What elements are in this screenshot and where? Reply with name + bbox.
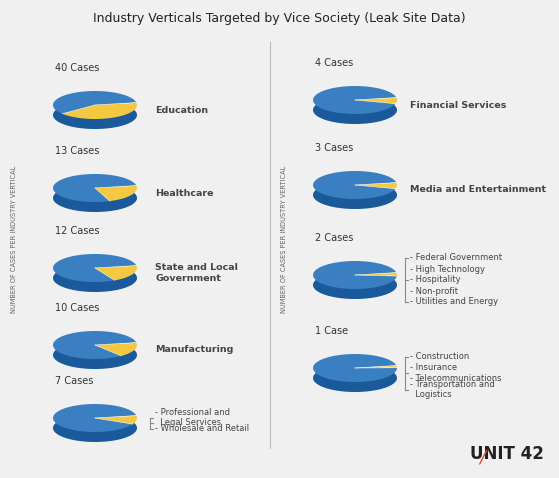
Polygon shape — [53, 91, 136, 114]
Text: - Telecommunications: - Telecommunications — [410, 374, 501, 383]
Text: Manufacturing: Manufacturing — [155, 346, 233, 355]
Text: - High Technology: - High Technology — [410, 264, 485, 273]
Polygon shape — [95, 266, 137, 281]
Polygon shape — [355, 98, 397, 104]
Polygon shape — [313, 96, 397, 124]
Text: 4 Cases: 4 Cases — [315, 58, 353, 68]
Polygon shape — [95, 343, 137, 356]
Text: 2 Cases: 2 Cases — [315, 233, 353, 243]
Text: 40 Cases: 40 Cases — [55, 63, 100, 73]
Polygon shape — [355, 183, 397, 189]
Polygon shape — [313, 86, 396, 114]
Text: 13 Cases: 13 Cases — [55, 146, 100, 156]
Text: Education: Education — [155, 106, 208, 115]
Text: NUMBER OF CASES PER INDUSTRY VERTICAL: NUMBER OF CASES PER INDUSTRY VERTICAL — [11, 165, 17, 313]
Text: State and Local
Government: State and Local Government — [155, 263, 238, 282]
Polygon shape — [313, 364, 397, 392]
Text: - Utilities and Energy: - Utilities and Energy — [410, 297, 498, 306]
Text: - Transportation and
  Logistics: - Transportation and Logistics — [410, 380, 495, 399]
Polygon shape — [53, 414, 137, 442]
Polygon shape — [313, 261, 397, 289]
Polygon shape — [53, 331, 136, 359]
Polygon shape — [53, 404, 136, 432]
Polygon shape — [95, 415, 137, 424]
Text: - Wholesale and Retail: - Wholesale and Retail — [155, 424, 249, 433]
Polygon shape — [62, 103, 137, 119]
Polygon shape — [313, 181, 397, 209]
Text: - Hospitality: - Hospitality — [410, 275, 461, 284]
Polygon shape — [53, 174, 136, 202]
Polygon shape — [53, 341, 137, 369]
Text: - Insurance: - Insurance — [410, 363, 457, 372]
Text: 12 Cases: 12 Cases — [55, 226, 100, 236]
Text: - Construction: - Construction — [410, 352, 469, 361]
Text: - Professional and
  Legal Services: - Professional and Legal Services — [155, 408, 230, 427]
Text: 10 Cases: 10 Cases — [55, 303, 100, 313]
Polygon shape — [53, 264, 137, 292]
Text: NUMBER OF CASES PER INDUSTRY VERTICAL: NUMBER OF CASES PER INDUSTRY VERTICAL — [281, 165, 287, 313]
Text: - Federal Government: - Federal Government — [410, 253, 502, 262]
Polygon shape — [53, 254, 136, 282]
Text: 3 Cases: 3 Cases — [315, 143, 353, 153]
Text: Financial Services: Financial Services — [410, 100, 506, 109]
Text: 1 Case: 1 Case — [315, 326, 348, 336]
Polygon shape — [95, 185, 137, 201]
Text: UNIT 42: UNIT 42 — [470, 445, 544, 463]
Text: Industry Verticals Targeted by Vice Society (Leak Site Data): Industry Verticals Targeted by Vice Soci… — [93, 11, 466, 24]
Text: 7 Cases: 7 Cases — [55, 376, 93, 386]
Text: - Non-profit: - Non-profit — [410, 286, 458, 295]
Polygon shape — [53, 101, 137, 129]
Polygon shape — [53, 184, 137, 212]
Polygon shape — [355, 366, 397, 368]
Text: /: / — [479, 448, 485, 466]
Text: Healthcare: Healthcare — [155, 188, 214, 197]
Polygon shape — [313, 171, 396, 199]
Text: Media and Entertainment: Media and Entertainment — [410, 185, 546, 195]
Polygon shape — [313, 354, 397, 382]
Polygon shape — [313, 271, 397, 299]
Polygon shape — [355, 272, 397, 276]
